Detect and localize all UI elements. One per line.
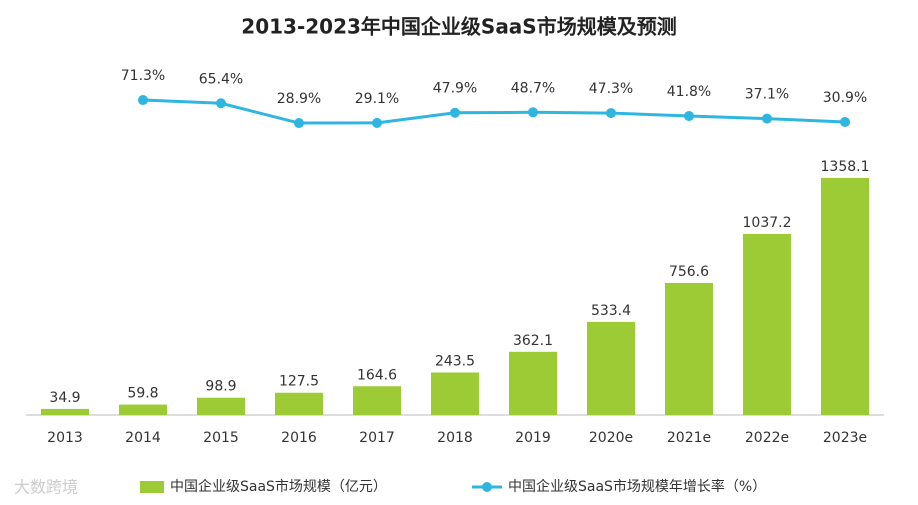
x-tick-label: 2020e xyxy=(589,430,633,446)
line-label: 48.7% xyxy=(511,80,555,96)
line-label: 47.9% xyxy=(433,81,477,97)
bar-label: 1037.2 xyxy=(743,215,792,231)
watermark: 大数跨境 xyxy=(14,478,78,497)
legend-swatch xyxy=(140,481,164,493)
line-point xyxy=(528,107,538,118)
bar xyxy=(353,386,401,415)
line-point xyxy=(762,113,772,124)
line-label: 65.4% xyxy=(199,71,243,87)
line-point xyxy=(372,117,382,128)
bar-label: 98.9 xyxy=(205,379,236,395)
bar-label: 756.6 xyxy=(669,264,709,280)
bar-label: 59.8 xyxy=(127,386,158,402)
x-tick-label: 2023e xyxy=(823,430,867,446)
line xyxy=(142,98,846,125)
bar xyxy=(665,282,713,415)
bar-label: 1358.1 xyxy=(821,159,870,175)
line-label: 41.8% xyxy=(667,84,711,100)
x-tick-label: 2021e xyxy=(667,430,711,446)
bar-label: 243.5 xyxy=(435,353,475,369)
line-label: 47.3% xyxy=(589,81,633,97)
x-tick-label: 2014 xyxy=(125,430,161,446)
bar xyxy=(41,408,89,415)
legend-swatch-point xyxy=(482,482,492,492)
line-point xyxy=(138,95,148,106)
line-point xyxy=(294,118,304,129)
bar xyxy=(743,233,791,415)
x-tick-label: 2022e xyxy=(745,430,789,446)
bar xyxy=(587,321,635,415)
bar xyxy=(821,177,869,415)
x-tick-label: 2018 xyxy=(437,430,473,446)
x-tick-label: 2017 xyxy=(359,430,395,446)
line-label: 30.9% xyxy=(823,90,867,106)
line-label: 28.9% xyxy=(277,91,321,107)
bar xyxy=(275,392,323,415)
bar-label: 533.4 xyxy=(591,303,631,319)
line-point xyxy=(216,98,226,109)
bar-label: 362.1 xyxy=(513,333,553,349)
line-point xyxy=(606,108,616,119)
x-tick-label: 2016 xyxy=(281,430,317,446)
legend-label: 中国企业级SaaS市场规模（亿元） xyxy=(170,478,387,495)
x-tick-label: 2015 xyxy=(203,430,239,446)
line-point xyxy=(840,116,850,127)
line-point xyxy=(684,111,694,122)
bar-label: 34.9 xyxy=(49,390,80,406)
line-point xyxy=(450,107,460,118)
bar xyxy=(119,404,167,415)
x-tick-label: 2019 xyxy=(515,430,551,446)
bar-label: 127.5 xyxy=(279,374,319,390)
bar xyxy=(197,397,245,415)
legend-label: 中国企业级SaaS市场规模年增长率（%） xyxy=(508,478,766,495)
line-label: 71.3% xyxy=(121,68,165,84)
bar xyxy=(431,372,479,415)
x-tick-label: 2013 xyxy=(47,430,83,446)
line-label: 29.1% xyxy=(355,91,399,107)
bar-label: 164.6 xyxy=(357,367,397,383)
chart-title: 2013-2023年中国企业级SaaS市场规模及预测 xyxy=(241,15,676,39)
line-label: 37.1% xyxy=(745,87,789,103)
bar xyxy=(509,351,557,415)
